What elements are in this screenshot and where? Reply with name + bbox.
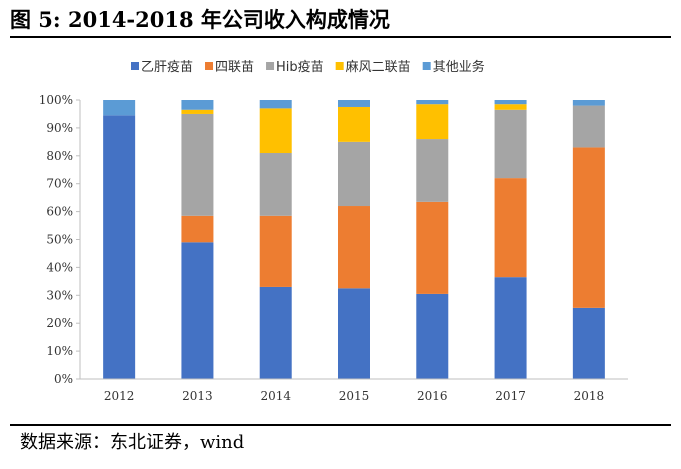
bar-segment-2016-2 (416, 201, 449, 294)
x-tick-label: 2017 (495, 389, 526, 403)
legend-label-4: 麻风二联苗 (346, 60, 411, 75)
legend-label-1: 乙肝疫苗 (141, 59, 193, 75)
legend-swatch-3 (266, 62, 275, 70)
bar-segment-2016-4 (416, 104, 449, 140)
bar-segment-2013-4 (181, 109, 214, 114)
x-tick-label: 2013 (182, 389, 213, 403)
x-tick-label: 2015 (339, 389, 370, 403)
bottom-rule (10, 424, 671, 426)
bar-segment-2014-3 (259, 153, 292, 216)
y-tick-label: 100% (39, 93, 73, 107)
bar-segment-2014-2 (259, 215, 292, 287)
bar-segment-2012-5 (103, 100, 136, 116)
bar-segment-2017-2 (494, 178, 527, 278)
bar-segment-2017-4 (494, 104, 527, 110)
source-note: 数据来源：东北证券，wind (20, 432, 245, 453)
bar-segment-2013-5 (181, 100, 214, 110)
bar-segment-2016-1 (416, 293, 449, 379)
bar-segment-2015-5 (338, 100, 370, 107)
legend-swatch-4 (335, 62, 344, 70)
y-tick-label: 10% (46, 344, 73, 358)
x-axis: 2012 2013 2014 2015 2016 2017 2018 (80, 378, 628, 403)
bar-segment-2016-3 (416, 139, 449, 202)
bar-segment-2015-2 (338, 206, 370, 289)
bars (103, 100, 605, 379)
bar-segment-2013-2 (181, 215, 214, 243)
bar-segment-2013-3 (181, 113, 214, 216)
bar-segment-2013-1 (181, 242, 214, 379)
x-tick-label: 2014 (260, 389, 291, 403)
bar-segment-2015-3 (338, 141, 370, 207)
bar-segment-2017-3 (494, 109, 527, 179)
bar-segment-2018-2 (572, 147, 605, 308)
x-tick-label: 2012 (104, 389, 135, 403)
bar-segment-2018-5 (572, 100, 605, 106)
bar-segment-2017-1 (494, 277, 527, 379)
y-tick-label: 20% (46, 316, 73, 330)
y-tick-label: 30% (46, 288, 73, 302)
stacked-bar-chart: 乙肝疫苗 四联苗 Hib疫苗 麻风二联苗 其他业务 0% 10% 20% 30% 40% 50% 6… (39, 59, 628, 403)
bar-segment-2018-1 (572, 307, 605, 379)
page-title: 图 5: 2014-2018 年公司收入构成情况 (10, 7, 390, 32)
bar-segment-2014-4 (259, 108, 292, 154)
bar-segment-2014-5 (259, 100, 292, 109)
legend-label-3: Hib疫苗 (276, 59, 324, 75)
y-axis: 0% 10% 20% 30% 40% 50% 60% 70% 80% 90% 100% (39, 93, 81, 386)
bar-segment-2016-5 (416, 100, 449, 105)
x-tick-label: 2016 (417, 389, 448, 403)
bar-segment-2015-1 (338, 288, 370, 379)
y-tick-label: 70% (46, 177, 73, 191)
y-tick-label: 40% (46, 260, 73, 274)
y-tick-label: 0% (54, 372, 73, 386)
bar-segment-2018-3 (572, 105, 605, 148)
x-tick-label: 2018 (574, 389, 605, 403)
bar-segment-2012-1 (103, 115, 136, 379)
legend-swatch-1 (131, 62, 139, 70)
legend-label-5: 其他业务 (433, 59, 485, 75)
bar-segment-2014-1 (259, 286, 292, 379)
legend-swatch-2 (205, 62, 214, 70)
bar-segment-2017-5 (494, 100, 527, 105)
legend-label-2: 四联苗 (215, 60, 254, 75)
y-tick-label: 80% (46, 149, 73, 163)
y-tick-label: 60% (46, 205, 73, 219)
chart-legend: 乙肝疫苗 四联苗 Hib疫苗 麻风二联苗 其他业务 (131, 59, 485, 75)
y-tick-label: 50% (46, 233, 73, 247)
legend-swatch-5 (422, 62, 431, 70)
bar-segment-2015-4 (338, 106, 370, 142)
y-tick-label: 90% (46, 121, 73, 135)
top-rule (10, 36, 671, 38)
